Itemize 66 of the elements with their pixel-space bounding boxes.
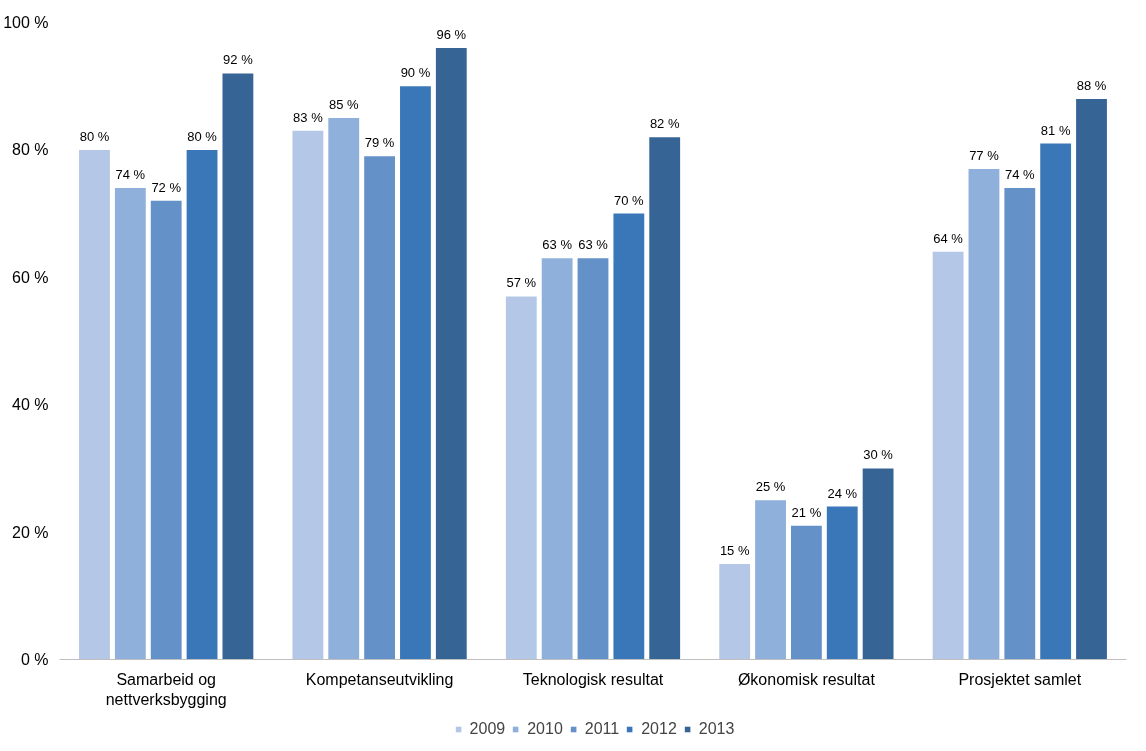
data-label: 82 % bbox=[649, 116, 680, 132]
data-label: 80 % bbox=[79, 128, 110, 144]
bar bbox=[222, 73, 254, 660]
y-tick-label: 40 % bbox=[12, 396, 49, 414]
data-label: 63 % bbox=[578, 237, 609, 253]
bar bbox=[400, 86, 431, 660]
data-label: 64 % bbox=[933, 230, 964, 246]
y-tick-label: 60 % bbox=[12, 268, 49, 286]
bar bbox=[790, 525, 822, 660]
bar bbox=[541, 258, 573, 660]
x-tick-label: Kompetanseutvikling bbox=[305, 670, 454, 688]
bar bbox=[292, 130, 324, 660]
data-label: 24 % bbox=[827, 485, 858, 501]
bar bbox=[755, 500, 786, 660]
y-tick-label: 20 % bbox=[12, 523, 49, 541]
data-label: 80 % bbox=[187, 128, 218, 144]
data-label: 88 % bbox=[1076, 77, 1107, 93]
data-label: 72 % bbox=[151, 179, 182, 195]
legend-label: 2013 bbox=[698, 720, 735, 738]
data-label: 21 % bbox=[791, 504, 822, 520]
data-label: 70 % bbox=[614, 192, 645, 208]
bar bbox=[719, 563, 751, 660]
data-label: 15 % bbox=[719, 542, 750, 558]
data-label: 79 % bbox=[364, 135, 395, 151]
bar bbox=[968, 169, 1000, 660]
bar bbox=[613, 213, 645, 660]
data-label: 30 % bbox=[863, 447, 894, 463]
data-label: 83 % bbox=[293, 109, 324, 125]
data-label: 25 % bbox=[755, 479, 786, 495]
bar bbox=[577, 258, 609, 660]
bar bbox=[328, 118, 360, 660]
bar bbox=[1004, 188, 1036, 660]
x-tick-label: Samarbeid og nettverksbygging bbox=[105, 670, 227, 708]
legend-label: 2009 bbox=[469, 720, 506, 738]
bar bbox=[364, 156, 396, 660]
bar bbox=[1076, 98, 1107, 660]
data-label: 74 % bbox=[115, 167, 146, 183]
bar bbox=[1040, 143, 1072, 660]
legend-label: 2012 bbox=[641, 720, 677, 738]
data-label: 81 % bbox=[1040, 122, 1071, 138]
data-label: 57 % bbox=[506, 275, 537, 291]
y-tick-label: 100 % bbox=[3, 14, 49, 31]
x-tick-label: Prosjektet samlet bbox=[958, 670, 1082, 688]
data-label: 96 % bbox=[436, 26, 467, 42]
legend-label: 2010 bbox=[527, 720, 563, 738]
bar bbox=[114, 188, 146, 660]
x-tick-label: Teknologisk resultat bbox=[522, 670, 664, 688]
bar bbox=[435, 47, 467, 660]
bar bbox=[649, 137, 681, 660]
data-label: 85 % bbox=[328, 97, 360, 113]
y-tick-label: 80 % bbox=[12, 141, 49, 159]
bar bbox=[150, 200, 182, 660]
data-label: 90 % bbox=[400, 65, 431, 81]
bar bbox=[862, 468, 894, 660]
data-label: 92 % bbox=[223, 52, 254, 68]
data-label: 74 % bbox=[1004, 167, 1036, 183]
bar bbox=[932, 251, 964, 660]
x-tick-label: Økonomisk resultat bbox=[737, 670, 876, 688]
data-label: 63 % bbox=[542, 237, 573, 253]
data-label: 77 % bbox=[969, 148, 1000, 164]
y-tick-label: 0 % bbox=[20, 651, 49, 668]
bar bbox=[505, 296, 537, 660]
bar bbox=[826, 506, 858, 660]
legend-label: 2011 bbox=[584, 720, 620, 738]
bar bbox=[186, 149, 218, 660]
bar bbox=[79, 149, 110, 660]
